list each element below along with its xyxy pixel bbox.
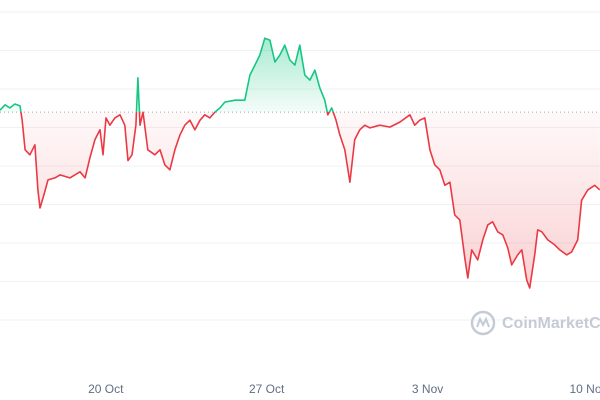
area-fill — [0, 38, 600, 289]
watermark: CoinMarketCap — [502, 315, 600, 332]
x-tick-label: 10 Nov — [569, 382, 600, 396]
price-line — [0, 37, 600, 289]
x-tick-label: 27 Oct — [249, 382, 285, 396]
x-tick-label: 20 Oct — [88, 382, 124, 396]
watermark-logo — [470, 310, 496, 336]
x-tick-label: 3 Nov — [412, 382, 443, 396]
